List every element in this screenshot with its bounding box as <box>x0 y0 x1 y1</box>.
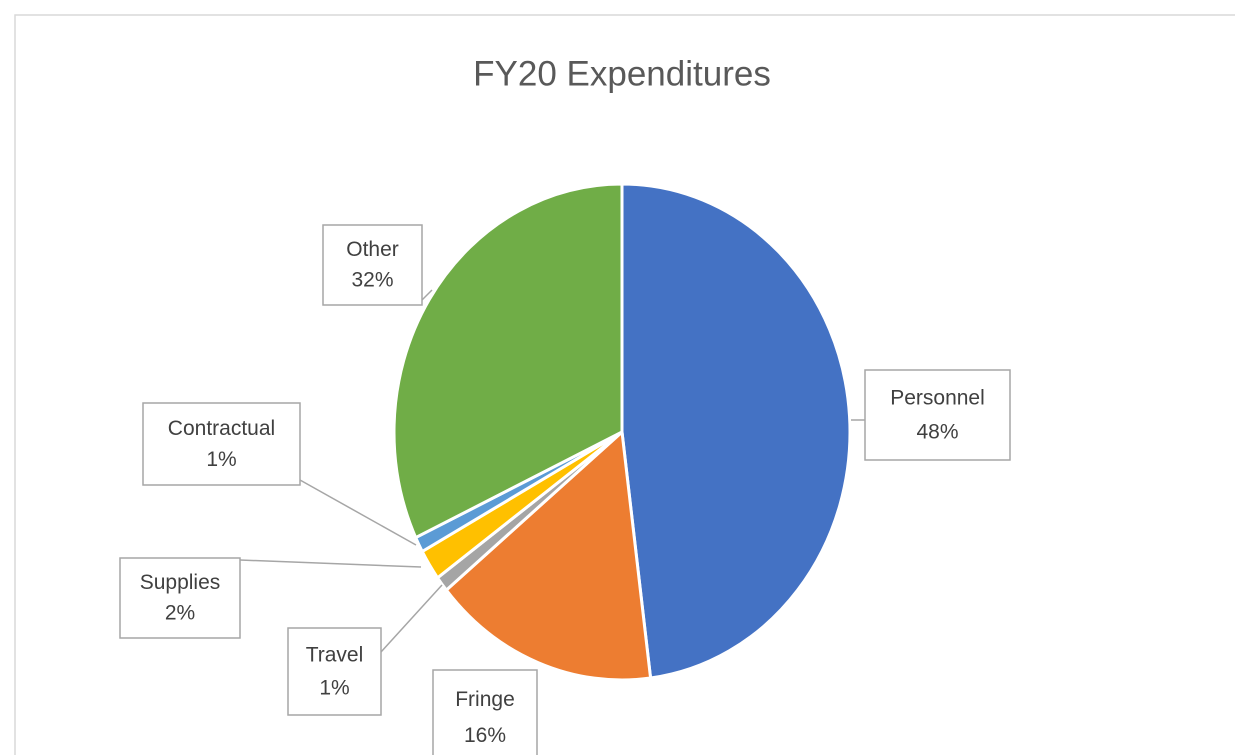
label-box <box>142 402 301 486</box>
chart-title: FY20 Expenditures <box>473 54 771 93</box>
leader-line <box>239 559 422 568</box>
label-box <box>119 557 241 639</box>
label-box <box>864 369 1011 461</box>
value-label: 2% <box>165 602 195 625</box>
category-label: Travel <box>306 643 364 666</box>
leader-line <box>421 289 433 301</box>
leader-line <box>299 479 417 546</box>
pie-slice <box>392 182 624 540</box>
label-box <box>287 627 382 716</box>
category-label: Other <box>346 238 399 261</box>
value-label: 1% <box>319 676 349 699</box>
category-label: Supplies <box>140 571 221 594</box>
value-label: 48% <box>916 421 958 444</box>
leader-line <box>380 584 443 653</box>
category-label: Fringe <box>455 688 515 711</box>
label-box <box>322 224 423 306</box>
category-label: Contractual <box>168 417 275 440</box>
value-label: 16% <box>464 724 506 747</box>
value-label: 32% <box>351 269 393 292</box>
value-label: 1% <box>206 448 236 471</box>
pie-slice <box>444 428 653 682</box>
pie-slice <box>620 182 852 680</box>
category-label: Personnel <box>890 386 985 409</box>
label-box <box>432 669 538 755</box>
